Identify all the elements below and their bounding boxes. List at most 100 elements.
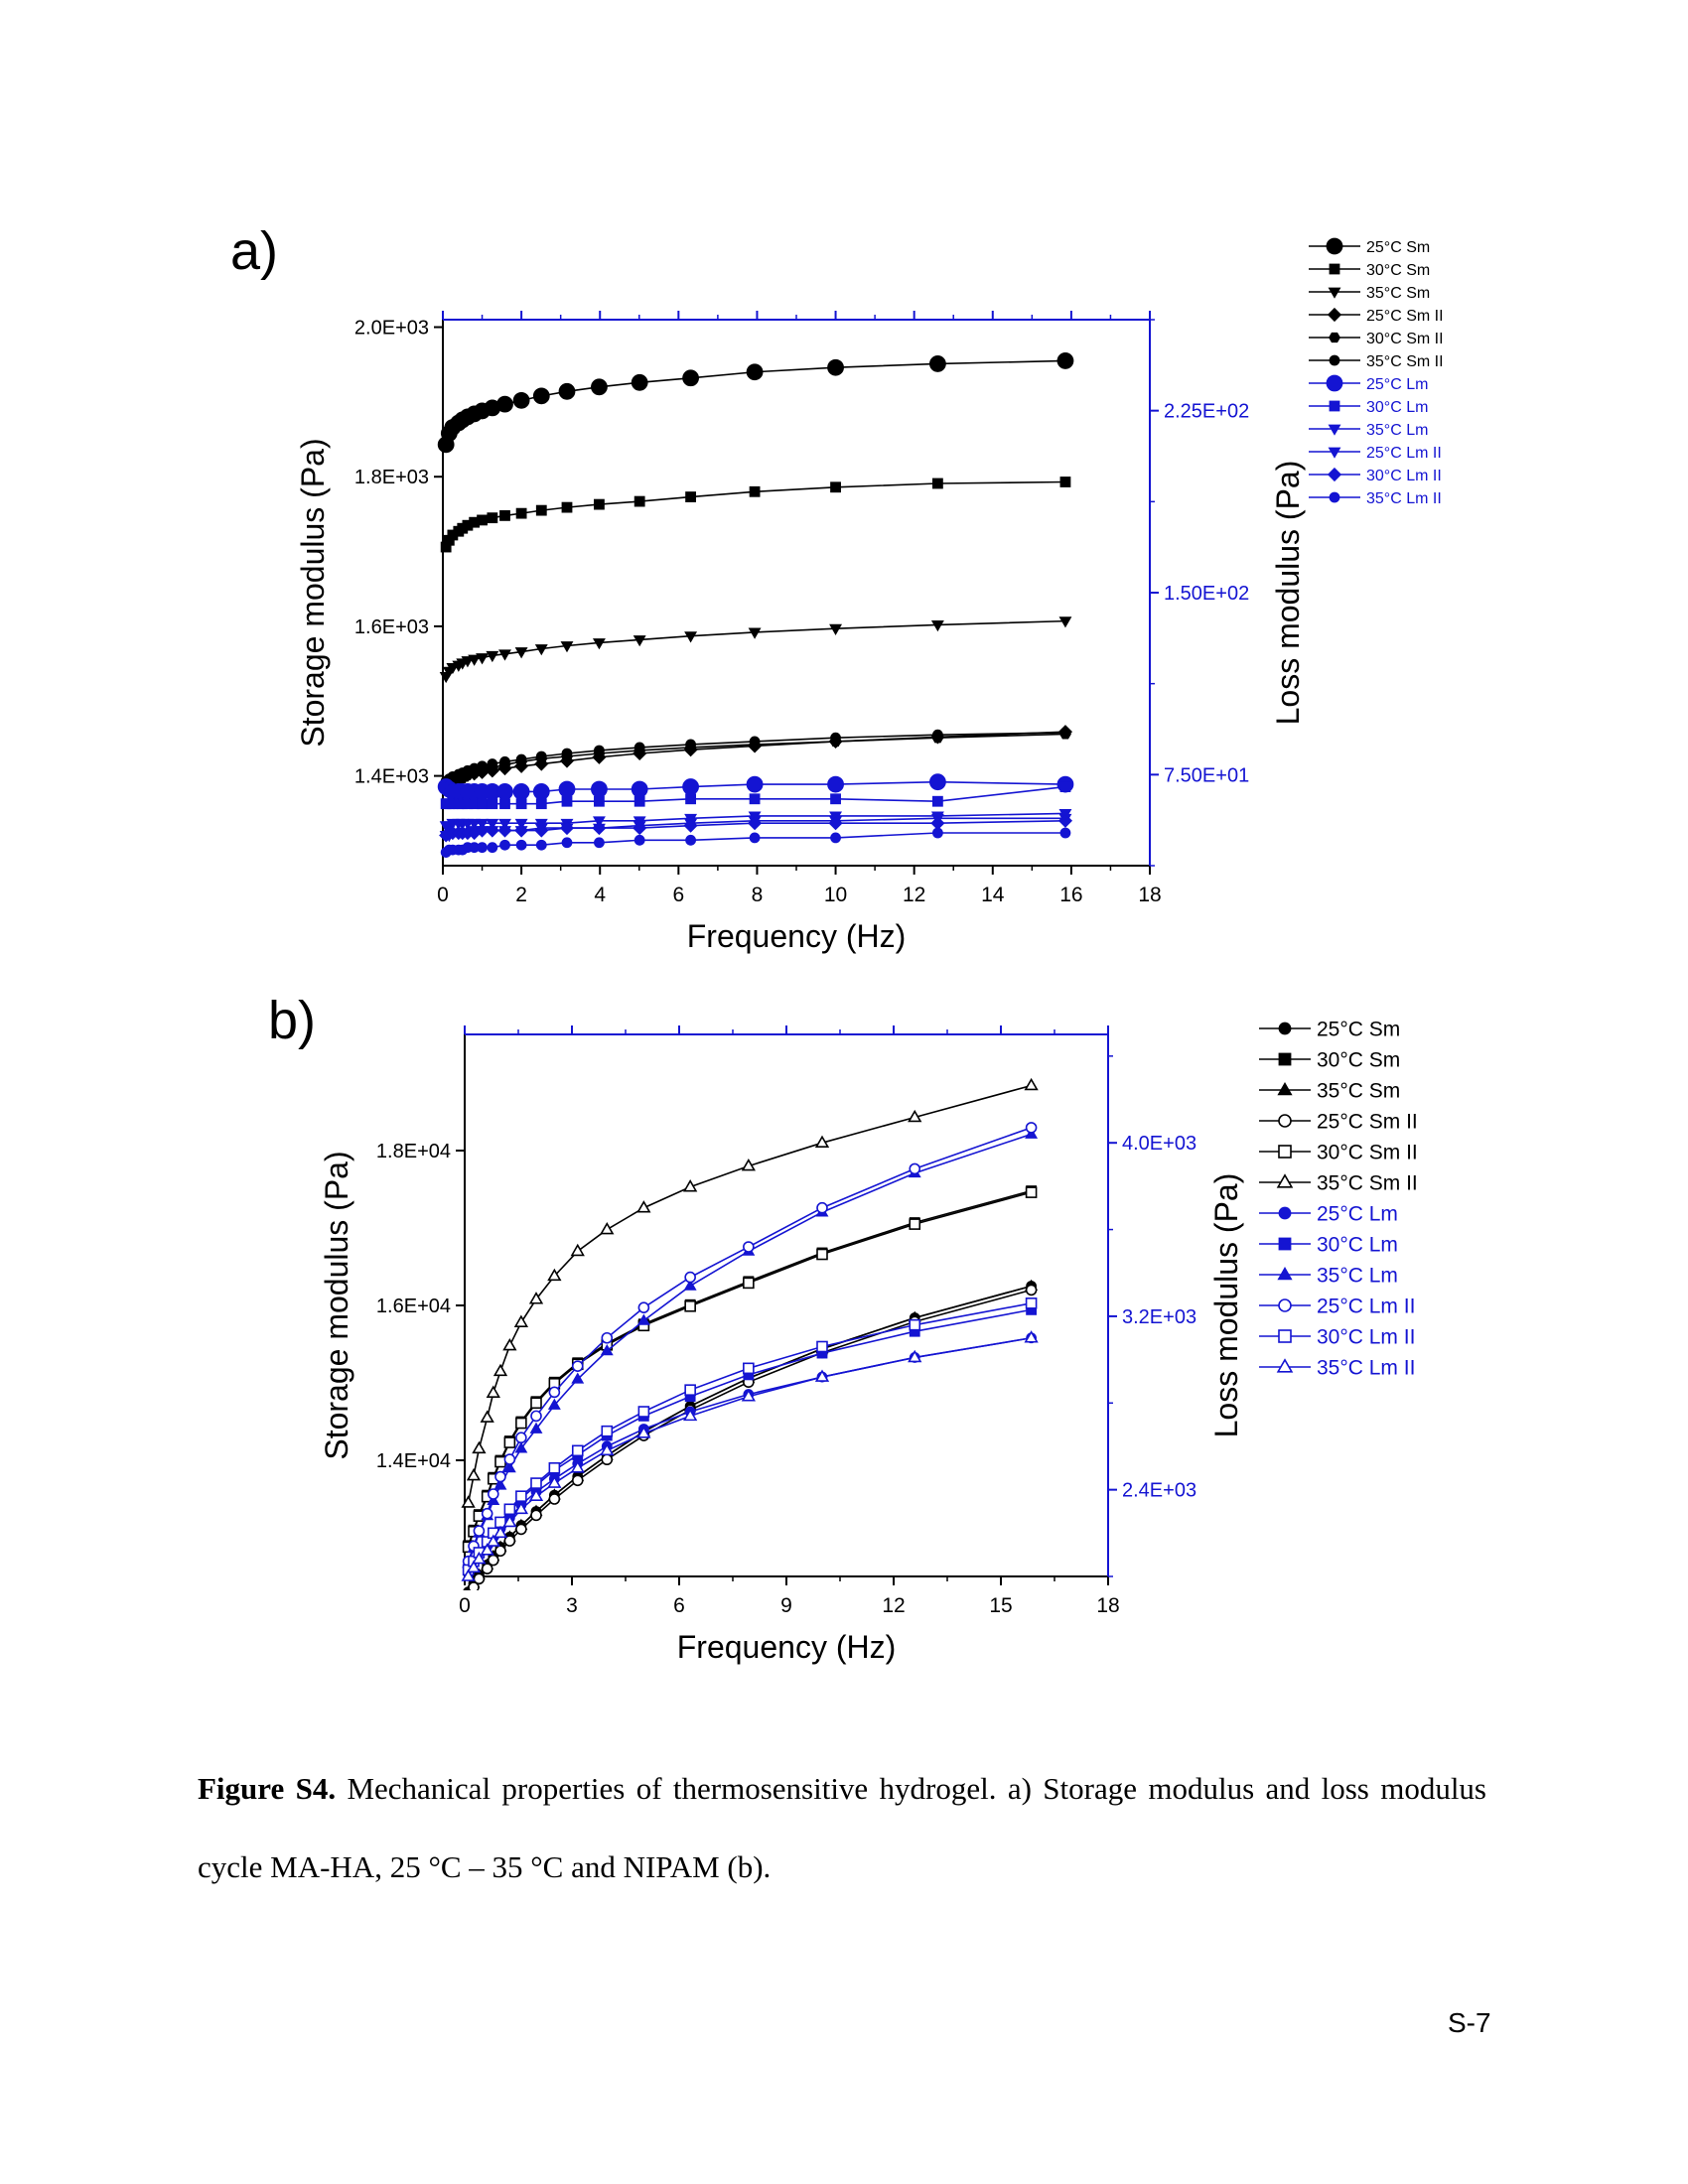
x-tick-label: 0 (459, 1594, 471, 1617)
data-point-35c-lm-ii (513, 1501, 529, 1515)
data-point-30c-lm-ii (530, 1477, 542, 1489)
x-tick-label: 2 (515, 884, 527, 906)
legend-marker (1327, 307, 1342, 323)
data-point-35c-lm-ii (633, 834, 645, 846)
data-point-35c-sm (468, 654, 482, 666)
data-point-30c-lm-ii (571, 1444, 584, 1457)
data-point-35c-lm-ii (486, 1534, 500, 1547)
data-point-30c-lm-ii (514, 823, 529, 838)
data-point-25c-sm-ii (515, 1523, 527, 1536)
data-point-30c-sm (830, 481, 841, 493)
x-tick-label: 3 (566, 1594, 578, 1617)
data-point-30c-sm-ii (816, 1248, 828, 1261)
x-tick-label: 15 (989, 1594, 1012, 1617)
data-point-35c-sm-ii (477, 760, 488, 772)
data-point-35c-sm (534, 644, 548, 656)
data-point-30c-lm-ii (485, 823, 499, 838)
data-point-30c-lm-ii (743, 1362, 755, 1375)
legend-label: 25°C Sm (1317, 1019, 1400, 1041)
data-point-35c-sm-ii (486, 1385, 500, 1398)
data-point-35c-sm-ii (594, 745, 605, 756)
data-point-30c-sm-ii (743, 1277, 755, 1290)
x-tick-label: 18 (1096, 1594, 1119, 1617)
legend-marker (1326, 374, 1343, 392)
legend-label: 30°C Lm II (1366, 468, 1442, 484)
data-point-30c-sm (515, 507, 527, 519)
data-point-25c-lm-ii (816, 1201, 828, 1214)
y-tick-label: 2.0E+03 (354, 318, 429, 340)
data-point-30c-lm-ii (748, 816, 763, 831)
data-point-35c-sm-ii (466, 1467, 482, 1481)
legend-label: 35°C Sm II (1317, 1172, 1418, 1195)
data-point-35c-lm-ii (749, 832, 761, 844)
data-point-35c-lm-ii (830, 832, 841, 844)
data-point-30c-sm (561, 501, 573, 513)
legend-label: 25°C Lm II (1366, 445, 1442, 462)
data-point-25c-sm (591, 378, 608, 396)
data-point-30c-lm-ii (475, 823, 490, 838)
x-tick-label: 10 (824, 884, 847, 906)
data-point-35c-sm (633, 635, 646, 647)
data-point-25c-lm (682, 778, 699, 795)
legend-marker (1278, 1052, 1292, 1066)
data-point-25c-sm-ii (494, 1545, 506, 1558)
data-point-35c-sm-ii (1024, 1077, 1039, 1091)
data-point-25c-sm (1056, 352, 1074, 369)
data-point-25c-sm-ii (503, 1535, 516, 1547)
data-point-30c-sm (633, 495, 645, 507)
legend-marker (1278, 1329, 1292, 1343)
data-point-30c-lm (499, 798, 510, 810)
data-point-30c-sm (594, 498, 605, 510)
legend-label: 25°C Sm II (1366, 308, 1444, 325)
data-point-35c-sm (748, 627, 762, 639)
legend-marker (1328, 424, 1341, 436)
x-tick-label: 14 (981, 884, 1005, 906)
data-point-35c-sm-ii (685, 739, 696, 751)
data-point-35c-sm (930, 619, 944, 632)
data-point-35c-sm-ii (502, 1337, 517, 1351)
data-point-35c-sm-ii (830, 732, 841, 744)
data-point-25c-lm-ii (530, 1410, 542, 1423)
data-point-30c-sm (685, 491, 696, 502)
data-point-30c-sm (1059, 477, 1071, 487)
data-point-35c-lm-ii (932, 827, 943, 839)
data-point-25c-lm (929, 773, 946, 791)
data-point-25c-lm (827, 775, 844, 793)
y2-axis-label: Loss modulus (Pa) (1208, 1173, 1244, 1438)
plot-area (465, 1034, 1108, 1576)
data-point-25c-lm (746, 775, 764, 793)
data-point-35c-sm-ii (515, 753, 527, 765)
data-point-35c-lm-ii (636, 1426, 651, 1438)
figure: 0 2 4 6 8 10 12 14 16 18 1.4E+03 1.6E+03 1.8E+03 2.0E… (230, 221, 1444, 1665)
data-point-35c-lm-ii (477, 842, 488, 854)
x-tick-label: 4 (594, 884, 606, 906)
data-point-25c-sm-ii (473, 1572, 486, 1585)
data-point-35c-sm-ii (683, 1179, 698, 1192)
data-point-30c-lm-ii (515, 1490, 527, 1502)
data-point-25c-sm (682, 369, 699, 387)
legend-marker (1277, 1266, 1293, 1281)
y2-tick-label: 3.2E+03 (1122, 1306, 1196, 1328)
page-number: S-7 (1448, 2007, 1491, 2038)
data-point-25c-lm-ii (473, 1525, 486, 1537)
data-point-35c-lm-ii (561, 837, 573, 849)
data-point-35c-sm-ii (741, 1158, 756, 1171)
data-point-25c-lm-ii (743, 1241, 755, 1253)
data-point-35c-sm-ii (535, 751, 547, 762)
data-point-25c-sm-ii (1025, 1284, 1038, 1297)
data-point-30c-lm-ii (684, 1384, 696, 1396)
data-point-35c-lm-ii (547, 1475, 562, 1488)
x-tick-label: 8 (752, 884, 764, 906)
data-point-25c-sm-ii (481, 1563, 493, 1574)
data-point-35c-sm-ii (461, 1495, 476, 1508)
data-point-35c-sm-ii (472, 1440, 487, 1454)
data-point-30c-sm (487, 512, 498, 524)
data-point-35c-sm-ii (492, 1363, 508, 1377)
data-point-35c-lm-ii (480, 1543, 494, 1556)
data-point-30c-sm (535, 504, 547, 516)
data-point-35c-sm-ii (600, 1221, 615, 1235)
panel-label-b: b) (268, 991, 317, 1050)
legend-label: 30°C Sm II (1366, 331, 1444, 347)
legend-label: 25°C Sm (1366, 239, 1430, 256)
legend-label: 35°C Sm (1317, 1080, 1400, 1103)
